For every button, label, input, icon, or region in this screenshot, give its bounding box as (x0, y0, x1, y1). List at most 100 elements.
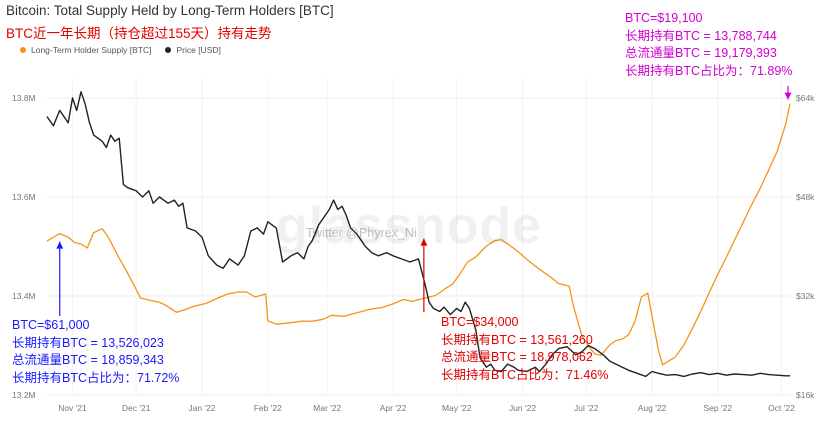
data-point (263, 233, 264, 235)
data-point (751, 374, 753, 376)
data-point (469, 308, 470, 309)
data-point (545, 363, 547, 365)
data-point (494, 369, 496, 371)
data-point (123, 184, 124, 186)
data-point (458, 275, 460, 277)
data-point (486, 245, 487, 247)
data-point (776, 374, 778, 376)
data-point (691, 328, 693, 330)
data-point (651, 371, 653, 372)
data-point (768, 169, 770, 171)
x-tick-label: Jun '22 (509, 403, 536, 413)
data-point (178, 205, 180, 207)
data-point (428, 301, 430, 303)
data-point (275, 323, 277, 325)
annotation-red: BTC=$34,000 长期持有BTC = 13,561,260 总流通量BTC… (441, 314, 608, 384)
data-point (433, 308, 434, 309)
data-point (409, 261, 411, 263)
data-point (700, 372, 702, 374)
annotation-line: 长期持有BTC占比为：71.46% (441, 367, 609, 382)
data-point (328, 209, 330, 210)
data-point (717, 372, 719, 374)
annotation-arrow-head (784, 92, 792, 100)
data-point (159, 302, 160, 303)
data-point (776, 150, 778, 152)
data-point (507, 363, 509, 365)
data-point (466, 261, 468, 263)
data-point (785, 123, 787, 125)
data-point (290, 255, 292, 257)
data-point (46, 240, 48, 242)
watermark: glassnode (276, 197, 543, 255)
data-point (140, 297, 141, 299)
data-point (435, 295, 436, 296)
data-point (475, 256, 477, 258)
data-point (360, 239, 362, 241)
data-point (494, 240, 496, 242)
data-point (645, 376, 646, 377)
data-point (581, 335, 583, 337)
data-point (742, 221, 744, 223)
data-point (392, 303, 394, 305)
data-point (135, 190, 137, 192)
data-point (227, 293, 228, 295)
data-point (265, 293, 267, 295)
data-point (573, 306, 574, 307)
data-point (401, 258, 402, 260)
data-point (312, 320, 313, 322)
data-point (566, 346, 568, 348)
data-point (377, 255, 379, 257)
data-point (297, 252, 298, 254)
legend-item-price[interactable]: Price [USD] (165, 45, 221, 55)
data-point (250, 230, 252, 232)
x-tick-label: Dec '21 (122, 403, 151, 413)
x-tick-label: Oct '22 (768, 403, 795, 413)
data-point (324, 215, 326, 217)
data-point (418, 258, 419, 260)
data-point (322, 318, 324, 320)
data-point (110, 134, 112, 136)
data-point (80, 243, 82, 245)
data-point (734, 373, 736, 375)
data-point (350, 227, 351, 229)
data-point (148, 299, 150, 301)
data-point (759, 372, 761, 374)
data-point (74, 242, 75, 243)
data-point (742, 374, 744, 375)
data-point (683, 376, 685, 377)
data-point (193, 306, 194, 307)
legend-label: Price [USD] (176, 45, 221, 55)
y-left-tick-label: 13.8M (12, 93, 36, 103)
data-point (602, 354, 604, 356)
x-tick-label: Aug '22 (638, 403, 667, 413)
data-point (636, 372, 638, 374)
data-point (424, 297, 426, 299)
data-point (246, 291, 247, 293)
data-point (628, 334, 630, 335)
legend-item-lth-supply[interactable]: Long-Term Holder Supply [BTC] (20, 45, 151, 55)
data-point (205, 303, 207, 304)
data-point (382, 307, 383, 308)
data-point (254, 296, 256, 298)
data-point (575, 354, 576, 356)
annotation-line: 总流通量BTC = 19,179,393 (625, 46, 777, 60)
x-tick-label: Nov '21 (58, 403, 87, 413)
y-left-tick-label: 13.2M (12, 390, 36, 400)
data-point (133, 284, 135, 286)
data-point (148, 190, 150, 192)
data-point (464, 301, 466, 303)
data-point (125, 268, 126, 270)
data-point (490, 363, 492, 365)
data-point (97, 137, 99, 139)
data-point (80, 91, 82, 93)
chart-title: Bitcoin: Total Supply Held by Long-Term … (6, 3, 334, 18)
data-point (443, 306, 445, 308)
data-point (101, 140, 103, 142)
data-point (176, 311, 177, 313)
legend-label: Long-Term Holder Supply [BTC] (31, 45, 152, 55)
x-tick-label: Apr '22 (380, 403, 407, 413)
data-point (72, 97, 73, 99)
data-point (568, 285, 570, 287)
x-tick-label: Jan '22 (188, 403, 215, 413)
annotation-arrow-head (56, 241, 64, 249)
